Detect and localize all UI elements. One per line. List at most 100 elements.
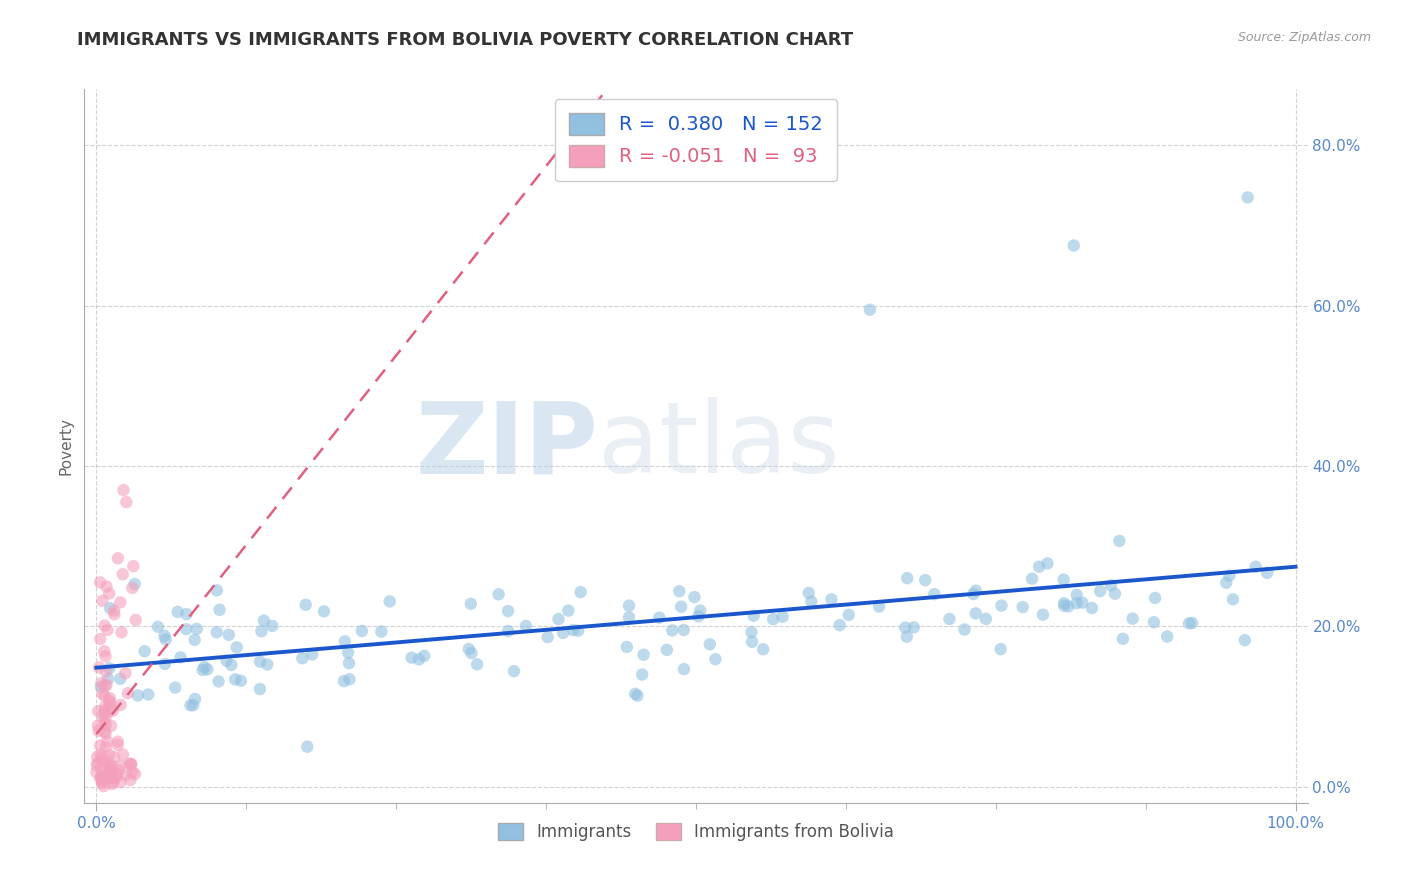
Point <box>924 587 946 601</box>
Point <box>553 626 575 640</box>
Point <box>100 759 122 773</box>
Point <box>104 768 127 782</box>
Text: atlas: atlas <box>598 398 839 494</box>
Point <box>828 618 851 632</box>
Point <box>337 646 360 660</box>
Point <box>121 765 143 780</box>
Point <box>990 599 1012 613</box>
Point <box>93 618 115 632</box>
Point <box>218 628 240 642</box>
Point <box>98 691 121 706</box>
Point <box>107 551 129 566</box>
Point <box>91 754 114 768</box>
Point <box>562 623 585 637</box>
Point <box>557 604 579 618</box>
Point <box>672 623 695 637</box>
Point <box>221 657 243 672</box>
Point <box>567 624 589 638</box>
Point <box>184 692 207 706</box>
Point <box>90 772 112 786</box>
Point <box>193 660 215 674</box>
Point <box>648 610 671 624</box>
Point <box>1032 607 1054 622</box>
Point <box>669 599 692 614</box>
Point <box>87 719 110 733</box>
Point <box>111 567 134 582</box>
Point <box>1112 632 1135 646</box>
Point <box>112 483 135 497</box>
Point <box>741 634 763 648</box>
Point <box>91 593 114 607</box>
Point <box>1063 238 1085 252</box>
Point <box>249 655 271 669</box>
Point <box>89 575 111 590</box>
Point <box>98 601 121 615</box>
Point <box>107 738 129 752</box>
Point <box>105 767 128 781</box>
Point <box>688 609 710 624</box>
Point <box>100 770 122 784</box>
Point <box>94 706 117 721</box>
Point <box>108 764 131 778</box>
Point <box>96 734 118 748</box>
Point <box>465 657 488 672</box>
Point <box>89 632 111 646</box>
Point <box>1143 615 1166 630</box>
Point <box>98 661 121 675</box>
Point <box>98 768 121 782</box>
Point <box>191 663 214 677</box>
Point <box>205 583 228 598</box>
Point <box>94 649 117 664</box>
Point <box>101 777 124 791</box>
Point <box>93 724 115 739</box>
Point <box>97 769 120 783</box>
Point <box>838 607 860 622</box>
Point <box>103 607 125 622</box>
Point <box>101 775 124 789</box>
Point <box>460 646 482 660</box>
Point <box>1244 559 1267 574</box>
Point <box>98 696 121 710</box>
Point <box>668 584 690 599</box>
Point <box>96 579 118 593</box>
Point <box>820 592 842 607</box>
Point <box>683 590 706 604</box>
Point <box>125 613 148 627</box>
Point <box>153 657 176 671</box>
Point <box>262 619 284 633</box>
Point <box>1236 190 1258 204</box>
Point <box>86 758 108 772</box>
Point <box>868 599 890 614</box>
Point <box>115 495 138 509</box>
Point <box>699 637 721 651</box>
Point <box>127 689 149 703</box>
Point <box>990 642 1012 657</box>
Point <box>339 672 361 686</box>
Point <box>86 756 108 771</box>
Point <box>166 605 188 619</box>
Point <box>110 775 132 789</box>
Point <box>250 624 273 639</box>
Point <box>93 714 115 728</box>
Point <box>98 771 121 785</box>
Point <box>98 761 121 775</box>
Point <box>1021 572 1043 586</box>
Point <box>91 776 114 790</box>
Point <box>94 740 117 755</box>
Point <box>704 652 727 666</box>
Point <box>91 751 114 765</box>
Point <box>896 630 918 644</box>
Point <box>93 689 115 703</box>
Point <box>96 623 118 637</box>
Point <box>401 650 423 665</box>
Point <box>97 672 120 686</box>
Point <box>1222 592 1244 607</box>
Point <box>291 651 314 665</box>
Point <box>1108 533 1130 548</box>
Point <box>93 704 115 718</box>
Point <box>496 604 519 618</box>
Point <box>124 577 146 591</box>
Text: Source: ZipAtlas.com: Source: ZipAtlas.com <box>1237 31 1371 45</box>
Point <box>894 621 917 635</box>
Point <box>91 770 114 784</box>
